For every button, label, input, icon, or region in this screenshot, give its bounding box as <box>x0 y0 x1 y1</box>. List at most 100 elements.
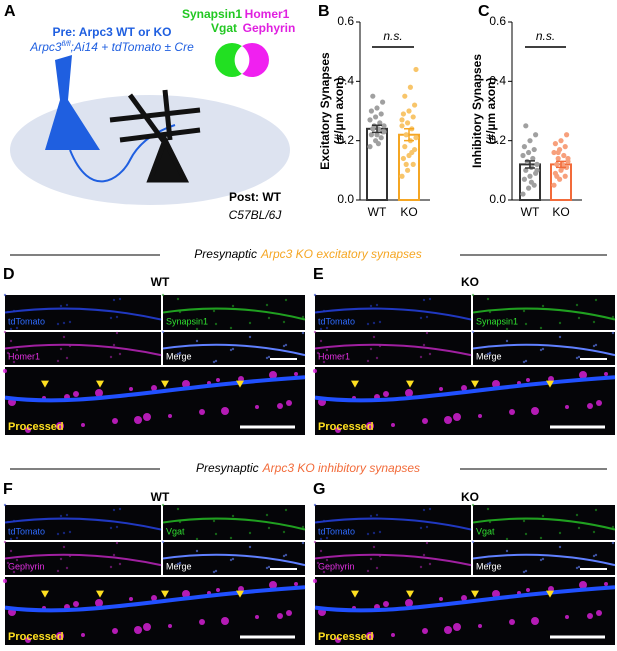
data-point <box>554 161 560 167</box>
speckle <box>56 359 60 363</box>
speckle <box>522 519 526 523</box>
speckle <box>284 553 288 557</box>
puncta <box>335 427 341 433</box>
condition-label: KO <box>461 275 479 289</box>
puncta <box>478 414 482 418</box>
data-point <box>403 132 409 138</box>
axon-trace <box>4 375 306 403</box>
puncta <box>81 633 85 637</box>
speckle <box>539 326 543 330</box>
speckle <box>524 569 528 573</box>
speckle <box>68 320 72 324</box>
puncta <box>509 409 515 415</box>
speckle <box>313 503 317 507</box>
speckle <box>161 330 165 334</box>
pre-neuron <box>45 55 100 150</box>
speckle <box>68 530 72 534</box>
puncta <box>313 369 317 373</box>
arrowhead <box>96 590 104 598</box>
neurite <box>472 553 616 567</box>
data-point <box>526 185 532 191</box>
micrograph <box>163 295 305 330</box>
channel-label: Processed <box>8 631 64 643</box>
section-highlight: Arpc3 KO excitatory synapses <box>260 247 422 261</box>
y-axis-label: Excitatory Synapses <box>318 52 332 170</box>
speckle <box>366 532 370 536</box>
speckle <box>282 554 286 558</box>
speckle <box>265 566 269 570</box>
y-tick-label: 0.0 <box>489 192 506 206</box>
speckle <box>59 557 63 561</box>
speckle <box>322 570 326 574</box>
data-point <box>400 111 406 117</box>
speckle <box>486 297 490 301</box>
speckle <box>176 507 180 511</box>
speckle <box>229 536 233 540</box>
puncta <box>151 595 157 601</box>
speckle <box>486 352 490 356</box>
puncta <box>255 405 259 409</box>
channel-label: Processed <box>318 421 374 433</box>
speckle <box>541 347 545 351</box>
speckle <box>425 331 429 335</box>
puncta <box>134 416 142 424</box>
micrograph <box>315 542 471 575</box>
speckle <box>284 508 288 512</box>
speckle <box>56 322 60 326</box>
speckle <box>15 348 19 352</box>
speckle <box>109 316 113 320</box>
arrowhead <box>351 380 359 388</box>
speckle <box>575 303 579 307</box>
speckle <box>486 507 490 511</box>
data-point <box>402 144 408 150</box>
data-point <box>405 120 411 126</box>
speckle <box>3 330 7 334</box>
venn-overlap <box>234 46 250 74</box>
neurite <box>162 517 306 531</box>
speckle <box>425 541 429 545</box>
speckle <box>594 508 598 512</box>
micrograph <box>473 505 615 540</box>
data-point <box>561 152 567 159</box>
speckle <box>319 549 323 553</box>
speckle <box>115 541 119 545</box>
speckle <box>15 558 19 562</box>
speckle <box>229 558 233 562</box>
arrowhead <box>471 380 479 388</box>
puncta <box>286 610 292 616</box>
data-point <box>552 141 559 147</box>
speckle <box>301 331 305 335</box>
puncta <box>143 413 151 421</box>
speckle <box>267 355 271 359</box>
speckle <box>419 355 423 359</box>
data-point <box>374 132 380 138</box>
speckle <box>471 330 475 334</box>
data-point <box>534 161 540 167</box>
speckle <box>378 530 382 534</box>
micrograph <box>5 542 161 575</box>
speckle <box>488 561 492 565</box>
data-point <box>412 102 418 108</box>
condition-label: KO <box>461 490 479 504</box>
puncta <box>3 369 7 373</box>
speckle <box>539 536 543 540</box>
speckle <box>115 331 119 335</box>
puncta <box>444 416 452 424</box>
gene: Arpc3 <box>29 40 62 54</box>
speckle <box>301 525 305 529</box>
speckle <box>577 355 581 359</box>
data-point <box>378 111 384 117</box>
y-axis-label: (#/µm axon) <box>332 78 346 145</box>
data-point <box>406 108 412 114</box>
puncta <box>25 427 31 433</box>
speckle <box>267 316 271 320</box>
puncta <box>95 389 103 397</box>
puncta <box>112 628 118 634</box>
allele: fl/fl <box>62 41 71 48</box>
speckle <box>372 335 376 339</box>
post-neuron <box>109 89 201 183</box>
speckle <box>313 330 317 334</box>
speckle <box>178 351 182 355</box>
speckle <box>611 525 615 529</box>
speckle <box>611 331 615 335</box>
